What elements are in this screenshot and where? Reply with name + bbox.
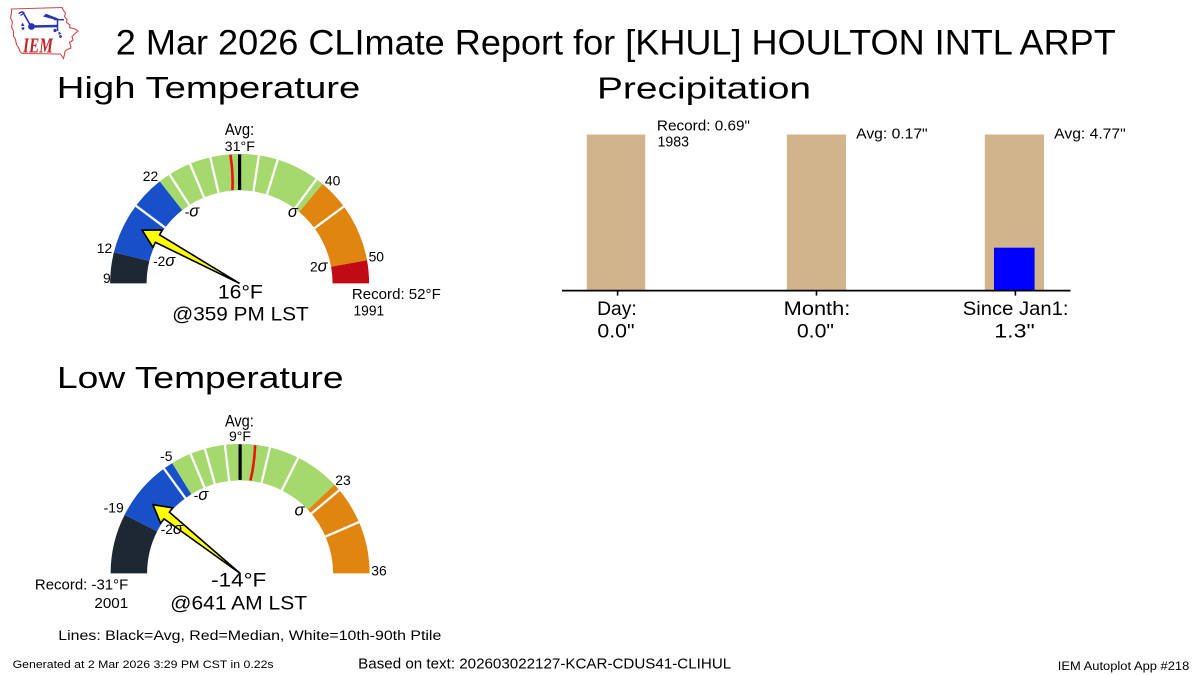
svg-text:Month:: Month: [784, 298, 851, 320]
svg-text:0.0": 0.0" [597, 321, 634, 343]
svg-text:0.0": 0.0" [797, 321, 834, 343]
svg-text:16°F: 16°F [218, 281, 263, 303]
svg-text:-2σ: -2σ [161, 520, 184, 538]
svg-text:Avg:: Avg: [225, 120, 254, 139]
svg-text:36: 36 [371, 562, 387, 578]
svg-text:9: 9 [103, 270, 111, 286]
svg-text:50: 50 [369, 248, 385, 264]
svg-text:2 Mar 2026 CLImate Report for: 2 Mar 2026 CLImate Report for [KHUL] HOU… [116, 23, 1116, 62]
svg-text:31°F: 31°F [225, 138, 255, 154]
svg-text:IEM: IEM [22, 34, 54, 58]
svg-text:Avg:: Avg: [225, 412, 254, 431]
svg-text:12: 12 [97, 240, 113, 256]
svg-text:Low Temperature: Low Temperature [57, 360, 344, 395]
svg-text:Day:: Day: [597, 298, 637, 320]
svg-text:@641 AM LST: @641 AM LST [170, 592, 307, 614]
svg-text:Avg: 0.17": Avg: 0.17" [856, 127, 927, 143]
svg-text:9°F: 9°F [229, 428, 251, 444]
svg-text:-14°F: -14°F [211, 570, 266, 592]
svg-text:High Temperature: High Temperature [57, 70, 361, 105]
svg-text:1983: 1983 [658, 134, 690, 150]
svg-text:IEM Autoplot App #218: IEM Autoplot App #218 [1058, 661, 1190, 673]
svg-text:2001: 2001 [94, 596, 128, 612]
svg-text:Since Jan1:: Since Jan1: [963, 298, 1069, 320]
svg-text:-σ: -σ [194, 486, 210, 504]
svg-text:Based on text: 202603022127-KC: Based on text: 202603022127-KCAR-CDUS41-… [358, 657, 731, 673]
svg-text:Generated at 2 Mar 2026 3:29 P: Generated at 2 Mar 2026 3:29 PM CST in 0… [13, 659, 274, 671]
svg-text:-σ: -σ [185, 202, 201, 220]
svg-text:Record: -31°F: Record: -31°F [35, 577, 129, 593]
svg-text:Record: 52°F: Record: 52°F [352, 287, 441, 303]
svg-text:1991: 1991 [354, 304, 385, 320]
svg-text:-2σ: -2σ [153, 252, 176, 270]
svg-text:1.3": 1.3" [994, 321, 1034, 343]
svg-text:Precipitation: Precipitation [597, 71, 811, 106]
svg-text:σ: σ [295, 501, 306, 519]
svg-text:Avg: 4.77": Avg: 4.77" [1054, 127, 1126, 143]
svg-text:23: 23 [335, 472, 351, 488]
svg-text:Record: 0.69": Record: 0.69" [657, 118, 750, 134]
svg-text:40: 40 [325, 173, 341, 189]
svg-text:22: 22 [143, 168, 159, 184]
svg-text:σ: σ [288, 203, 299, 221]
svg-text:-19: -19 [104, 499, 124, 515]
svg-text:2σ: 2σ [310, 258, 329, 276]
svg-text:-5: -5 [160, 448, 173, 464]
svg-text:Lines: Black=Avg, Red=Median,: Lines: Black=Avg, Red=Median, White=10th… [58, 627, 441, 643]
svg-text:@359 PM LST: @359 PM LST [172, 303, 309, 325]
